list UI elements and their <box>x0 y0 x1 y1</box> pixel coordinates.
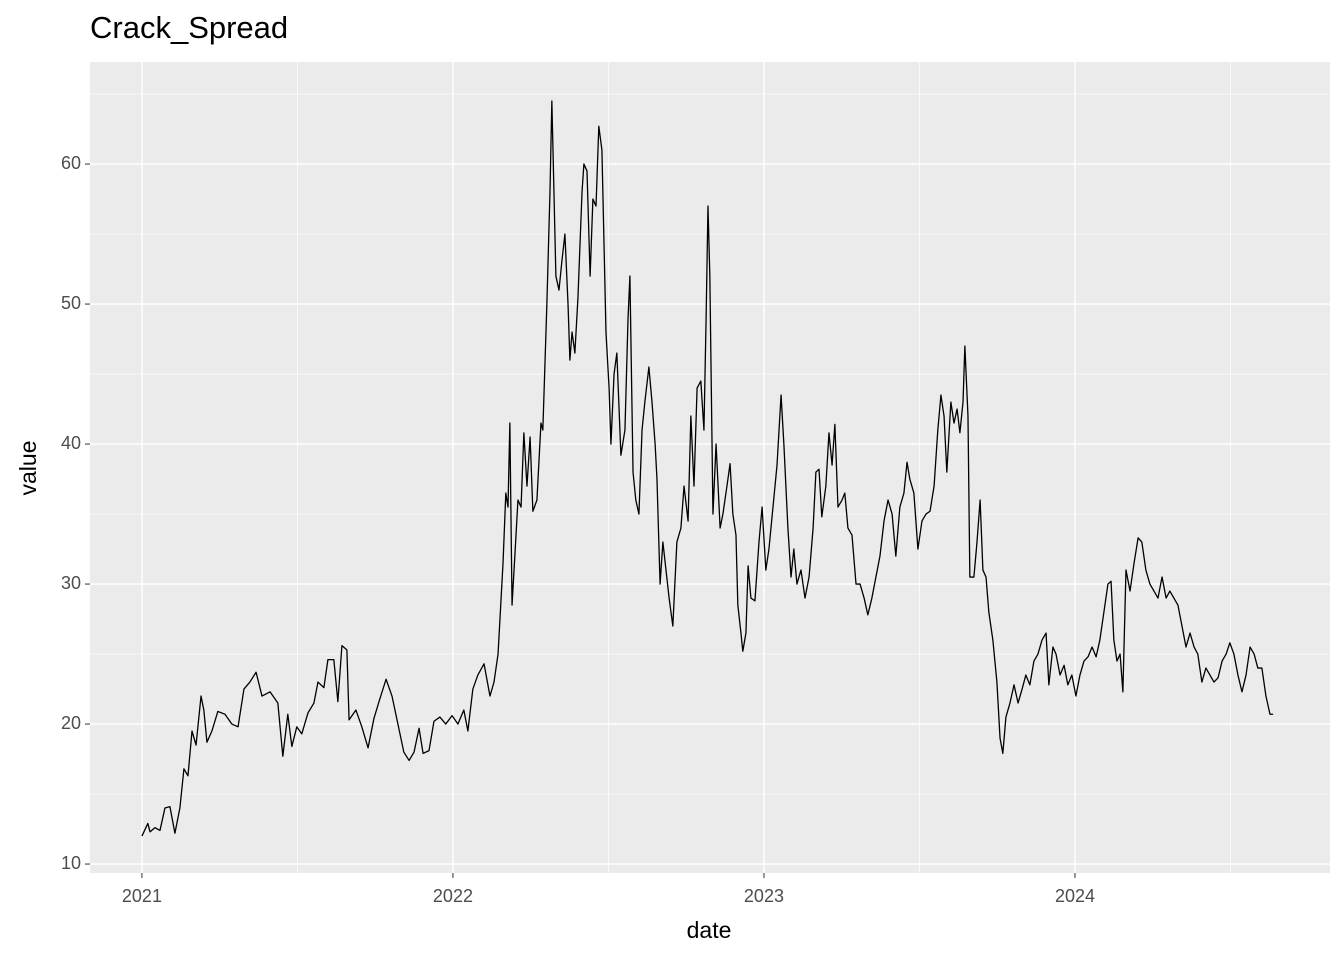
y-tick-label: 20 <box>61 713 81 733</box>
x-axis-title: date <box>687 917 732 943</box>
x-tick-label: 2022 <box>433 886 473 906</box>
x-tick-label: 2023 <box>744 886 784 906</box>
y-tick-label: 40 <box>61 433 81 453</box>
chart-title: Crack_Spread <box>90 10 288 45</box>
data-line <box>141 100 1274 837</box>
plot-panel <box>90 62 1330 873</box>
y-tick-label: 10 <box>61 853 81 873</box>
y-axis-title: value <box>15 441 41 496</box>
y-tick-label: 60 <box>61 153 81 173</box>
y-tick-label: 30 <box>61 573 81 593</box>
x-tick-label: 2021 <box>122 886 162 906</box>
y-tick-label: 50 <box>61 293 81 313</box>
x-tick-label: 2024 <box>1055 886 1095 906</box>
